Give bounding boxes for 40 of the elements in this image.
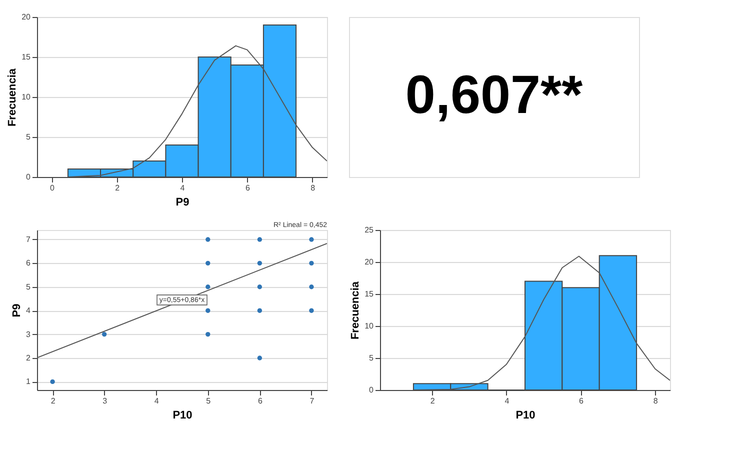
y-tick-label: 4 [26,306,32,316]
x-tick-label: 4 [504,396,510,406]
y-tick-label: 20 [364,258,374,266]
x-tick-label: 6 [579,396,584,406]
y-tick-label: 10 [364,322,374,330]
y-tick-label: 5 [26,132,32,142]
x-tick-label: 6 [245,184,250,192]
y-tick-label: 20 [22,12,32,22]
y-tick-label: 25 [364,226,374,234]
y-tick-label: 3 [26,330,32,339]
x-tick-label: 8 [310,184,316,192]
x-tick-label: 3 [102,396,108,406]
x-tick-label: 2 [50,396,56,406]
y-axis-title: Frecuencia [350,280,362,340]
x-tick-label: 8 [653,396,658,406]
y-tick-label: 0 [26,172,32,182]
x-tick-label: 5 [206,396,212,406]
y-tick-label: 7 [26,234,32,244]
x-tick-label: 0 [50,184,55,192]
y-tick-label: 15 [22,52,32,62]
x-axis-title: P9 [176,196,190,208]
x-axis-title: P10 [172,410,192,422]
y-tick-label: 0 [369,386,374,394]
x-tick-label: 6 [258,396,263,406]
y-tick-label: 15 [364,290,374,298]
y-tick-label: 10 [22,92,32,102]
x-tick-label: 4 [180,184,186,192]
y-tick-label: 5 [26,282,32,292]
y-tick-label: 5 [369,354,374,362]
text: 0,607** [405,65,583,125]
x-axis-title: P10 [516,410,536,422]
y-axis-title: P9 [11,304,24,318]
y-tick-label: 2 [26,354,32,362]
y-axis-title: Frecuencia [6,68,19,127]
x-tick-label: 4 [154,396,160,406]
x-tick-label: 7 [310,396,315,406]
y-tick-label: 6 [26,258,32,268]
x-tick-label: 2 [115,184,120,192]
y-tick-label: 1 [26,377,32,386]
x-tick-label: 2 [430,396,436,406]
